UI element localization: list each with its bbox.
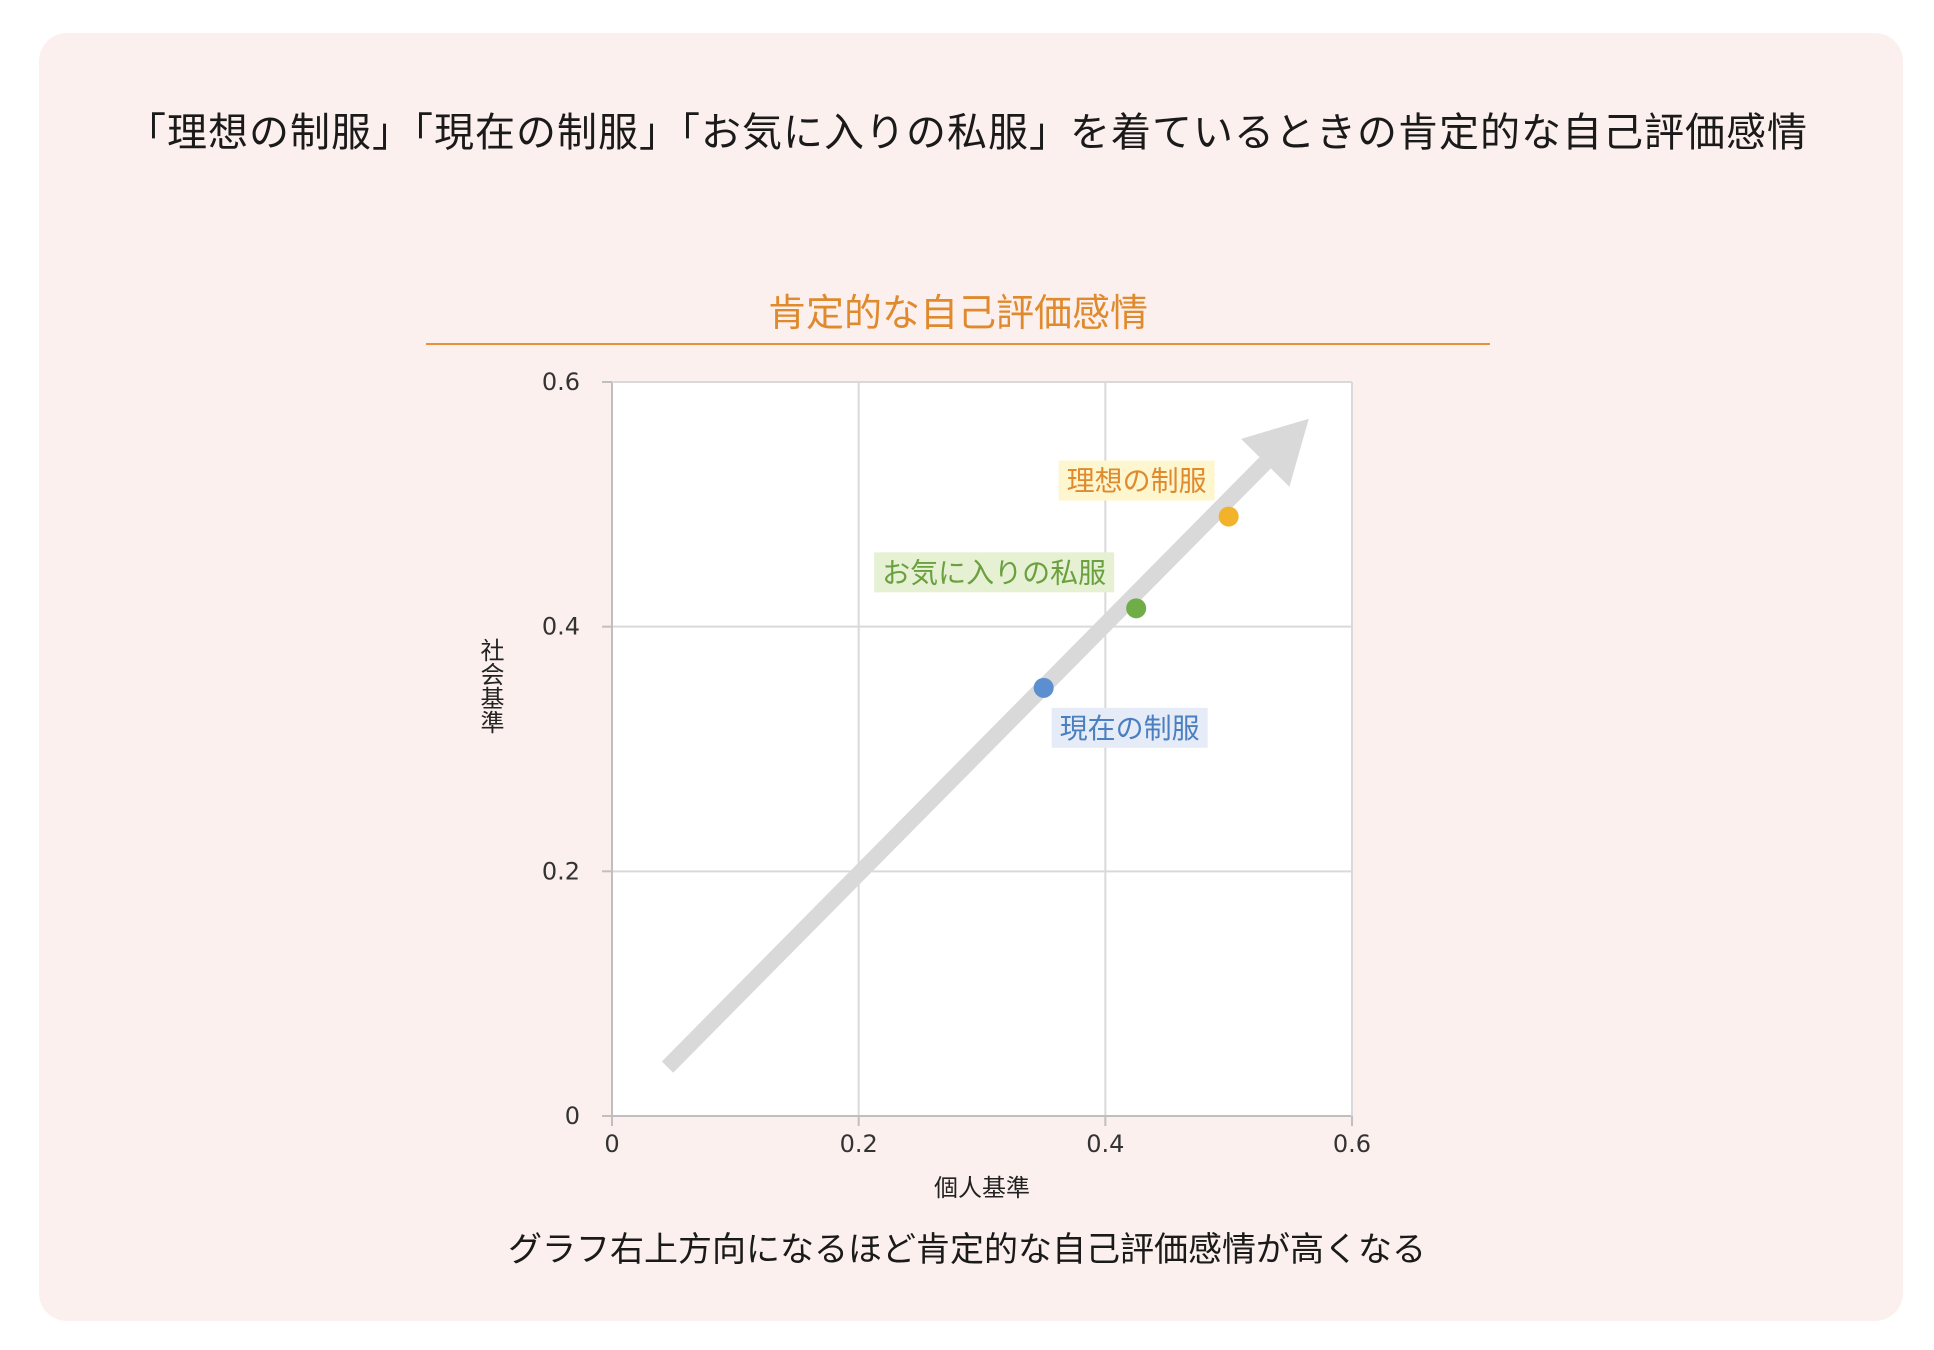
chart-title: 肯定的な自己評価感情 bbox=[767, 291, 1148, 335]
y-tick-label: 0.2 bbox=[542, 857, 580, 885]
data-point bbox=[1033, 677, 1054, 698]
data-label-background bbox=[1051, 707, 1208, 748]
x-tick-label: 0 bbox=[604, 1130, 619, 1158]
page-title: 「理想の制服」「現在の制服」「お気に入りの私服」を着ているときの肯定的な自己評価… bbox=[126, 110, 1808, 156]
x-tick-label: 0.4 bbox=[1086, 1130, 1124, 1158]
data-point bbox=[1126, 598, 1147, 619]
y-tick-label: 0.6 bbox=[542, 368, 580, 396]
trend-arrow-shaft bbox=[661, 457, 1271, 1073]
chart-title-underline bbox=[426, 343, 1490, 345]
y-tick-label: 0.4 bbox=[542, 613, 580, 641]
chart-caption: グラフ右上方向になるほど肯定的な自己評価感情が高くなる bbox=[508, 1230, 1426, 1270]
y-tick-label: 0 bbox=[565, 1102, 580, 1130]
data-label: 現在の制服 bbox=[1060, 712, 1200, 745]
data-point bbox=[1218, 506, 1239, 527]
data-label: 理想の制服 bbox=[1067, 465, 1207, 498]
data-label-background bbox=[874, 552, 1115, 593]
data-label-background bbox=[1058, 460, 1215, 501]
x-tick-label: 0.2 bbox=[840, 1130, 878, 1158]
x-tick-label: 0.6 bbox=[1333, 1130, 1371, 1158]
y-axis-label: 社会基準 bbox=[476, 638, 504, 734]
data-label: お気に入りの私服 bbox=[882, 556, 1106, 589]
x-axis-label: 個人基準 bbox=[934, 1174, 1030, 1202]
trend-arrow-head bbox=[1241, 418, 1309, 487]
